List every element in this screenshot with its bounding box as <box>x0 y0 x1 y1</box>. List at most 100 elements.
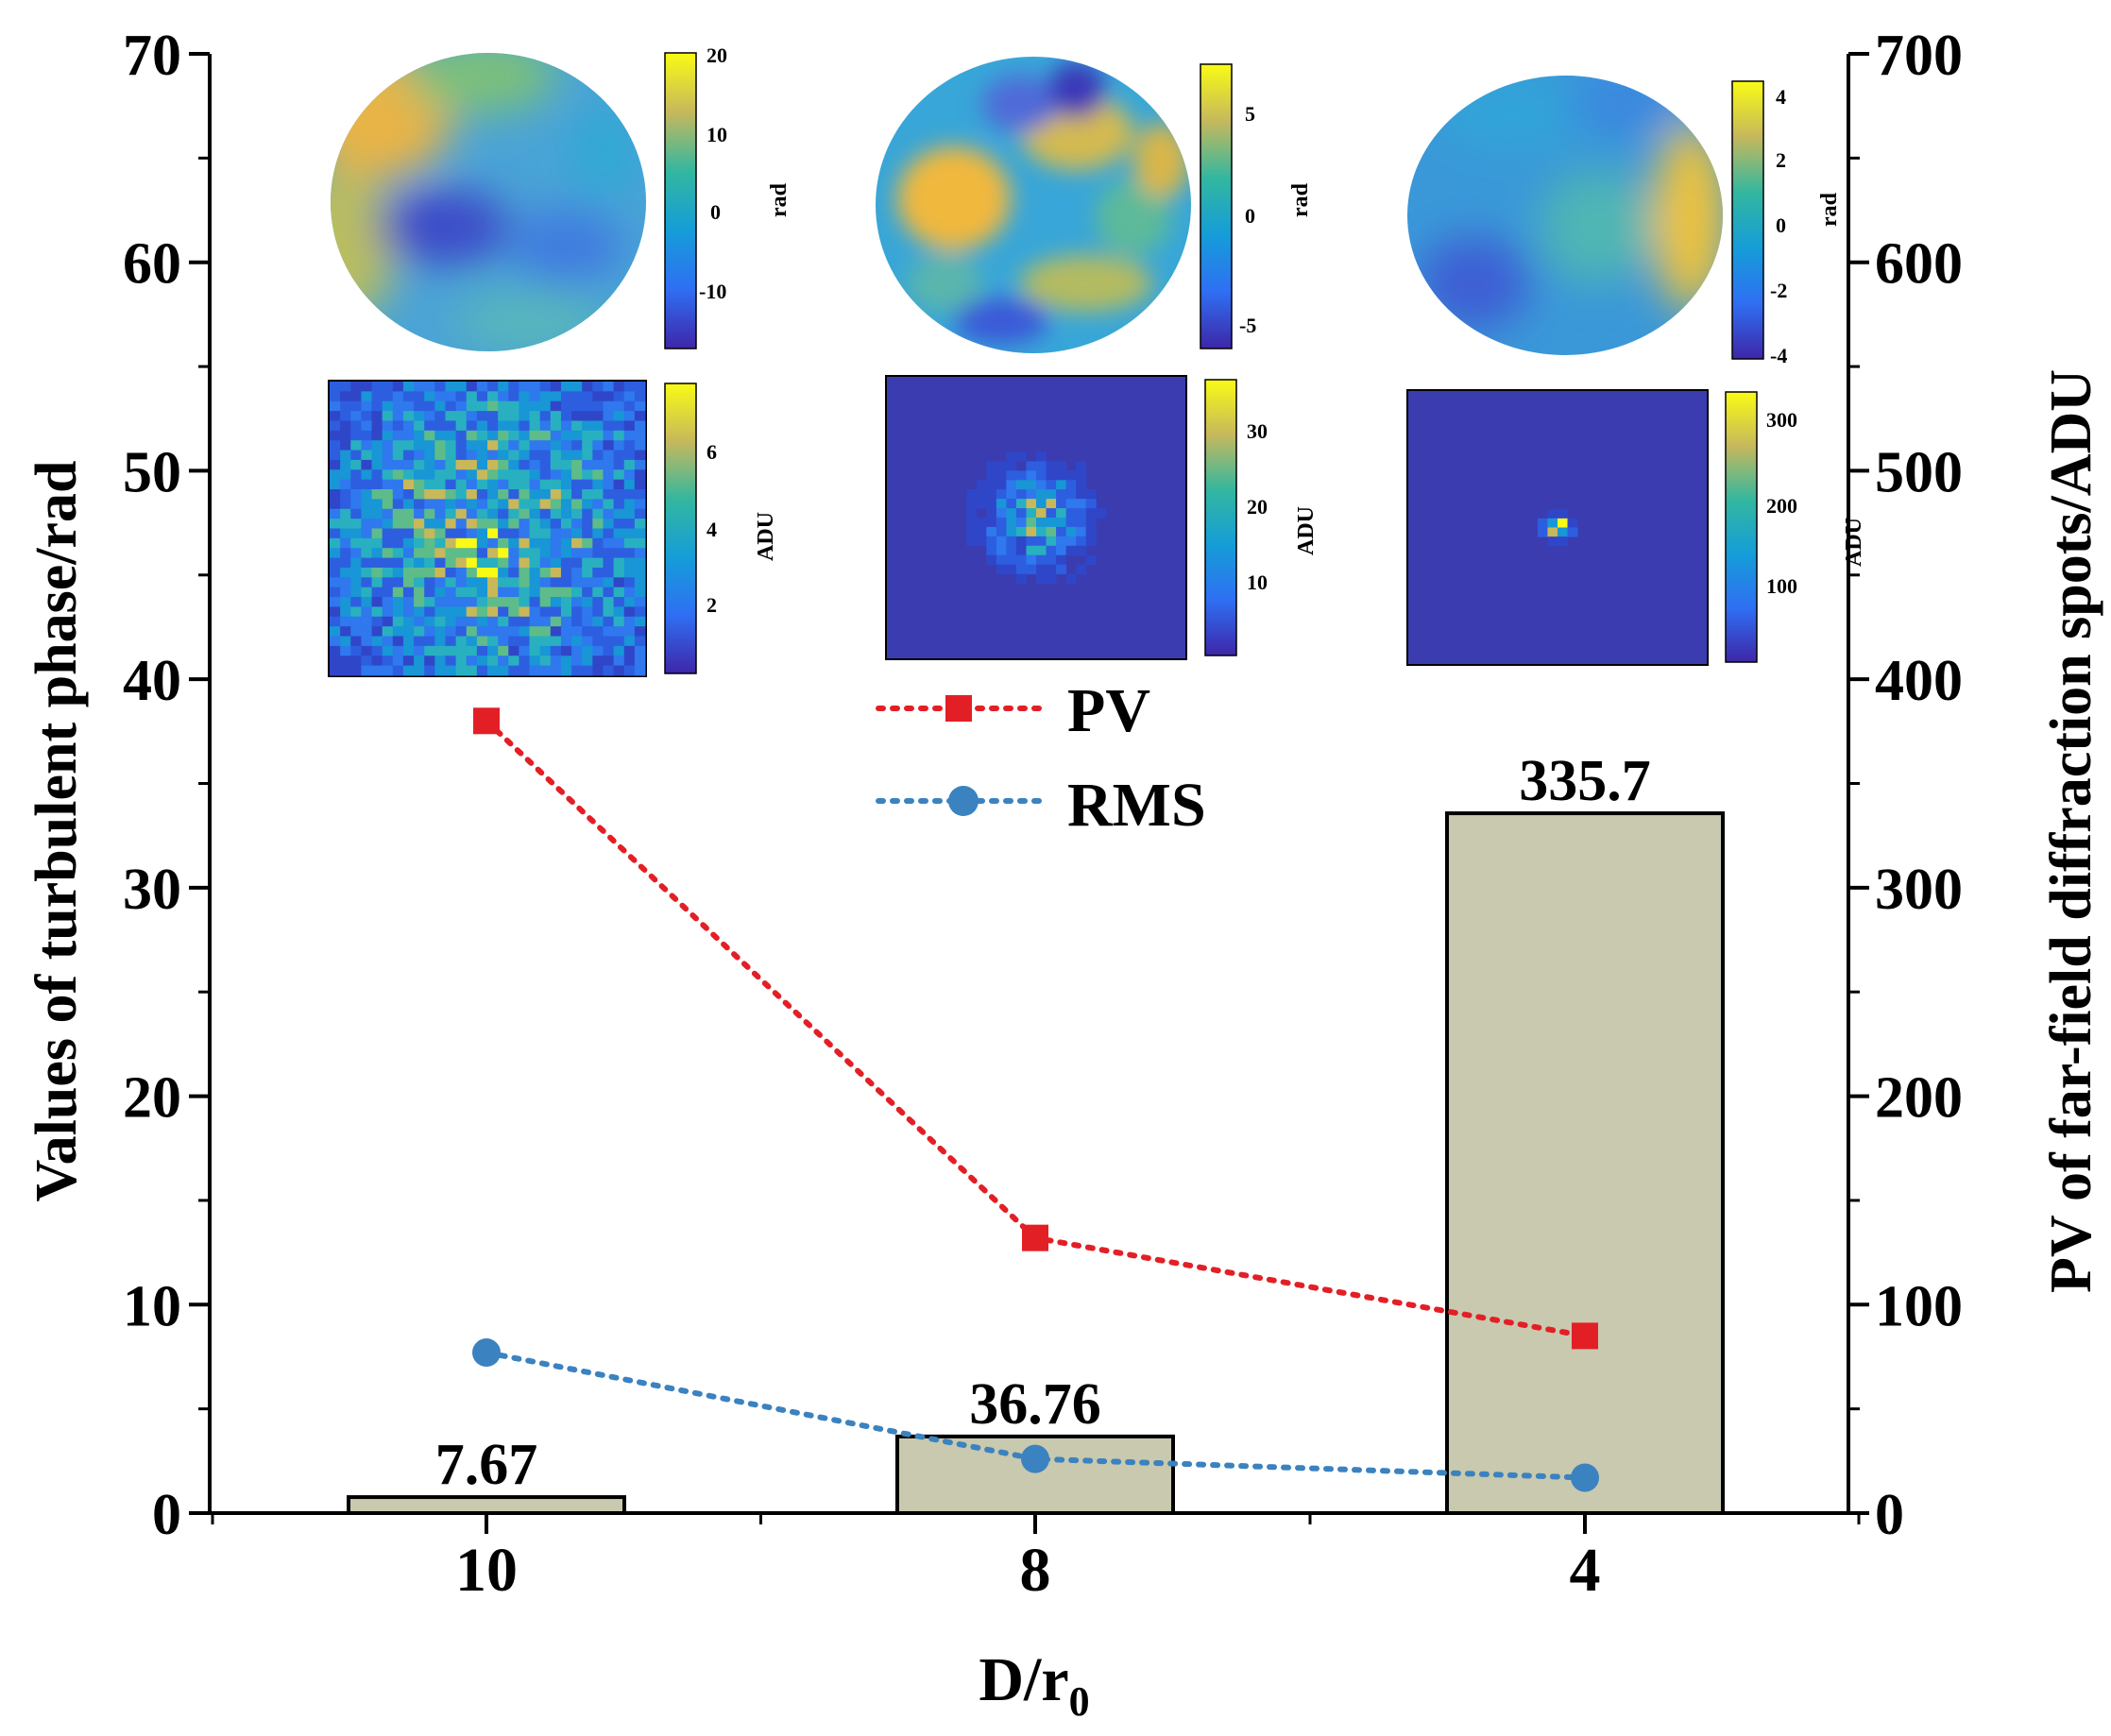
speckle-pixel <box>976 526 987 537</box>
speckle-pixel <box>623 459 636 470</box>
speckle-pixel <box>560 508 572 519</box>
speckle-pixel <box>392 519 404 529</box>
speckle-pixel <box>519 606 531 618</box>
speckle-pixel <box>634 645 646 656</box>
speckle-pixel <box>434 626 446 638</box>
speckle-pixel <box>1006 536 1017 547</box>
speckle-pixel <box>466 567 478 578</box>
speckle-pixel <box>560 616 572 627</box>
speckle-pixel <box>371 519 383 529</box>
speckle-pixel <box>560 665 572 676</box>
y-axis-left-title: Values of turbulent phase/rad <box>25 461 89 1202</box>
speckle-pixel <box>340 665 351 676</box>
speckle-pixel <box>445 655 457 667</box>
speckle-pixel <box>392 420 404 432</box>
cb3-tick-0: 4 <box>1776 85 1786 109</box>
speckle-pixel <box>1015 564 1027 575</box>
speckle-pixel <box>402 655 415 667</box>
speckle-pixel <box>382 636 394 647</box>
speckle-pixel <box>560 382 572 392</box>
speckle-pixel <box>582 411 593 421</box>
speckle-pixel <box>371 508 383 519</box>
speckle-pixel <box>560 567 572 578</box>
speckle-pixel <box>603 597 615 607</box>
speckle-pixel <box>592 400 604 412</box>
speckle-pixel <box>592 411 604 421</box>
speckle-pixel <box>1537 518 1548 528</box>
speckle-pixel <box>560 499 572 510</box>
speckle-pixel <box>1015 526 1027 537</box>
speckle-pixel <box>424 537 435 549</box>
speckle-pixel <box>402 459 415 470</box>
speckle-pixel <box>434 382 446 392</box>
speckle-pixel <box>424 459 435 470</box>
speckle-pixel <box>455 411 468 421</box>
speckle-pixel <box>392 382 404 392</box>
speckle-pixel <box>634 519 646 529</box>
speckle-pixel <box>592 645 604 656</box>
speckle-pixel <box>476 548 488 559</box>
speckle-pixel <box>350 469 362 481</box>
speckle-pixel <box>1046 545 1057 556</box>
speckle-pixel <box>1065 518 1077 528</box>
speckle-pixel <box>623 577 636 588</box>
point-rms-10 <box>472 1338 501 1368</box>
speckle-pixel <box>330 606 341 618</box>
speckle-pixel <box>539 567 552 578</box>
phase-colorbar-3 <box>1731 80 1764 360</box>
speckle-pixel <box>634 655 646 667</box>
speckle-pixel <box>487 420 499 432</box>
speckle-pixel <box>466 616 478 627</box>
speckle-pixel <box>466 626 478 638</box>
scb1-tick-0: 6 <box>707 440 717 464</box>
speckle-pixel <box>508 508 519 519</box>
point-rms-4 <box>1571 1463 1599 1492</box>
speckle-pixel <box>976 518 987 528</box>
speckle-pixel <box>455 489 468 500</box>
y-left-tick-label-40: 40 <box>123 649 181 713</box>
speckle-pixel <box>582 655 593 667</box>
speckle-pixel <box>402 469 415 481</box>
speckle-pixel <box>487 391 499 402</box>
speckle-pixel <box>539 430 552 441</box>
speckle-pixel <box>539 469 552 481</box>
speckle-pixel <box>382 391 394 402</box>
speckle-pixel <box>361 519 373 529</box>
speckle-pixel <box>340 459 351 470</box>
speckle-pixel <box>986 499 997 509</box>
speckle-pixel <box>498 537 509 549</box>
speckle-pixel <box>571 626 583 638</box>
speckle-pixel <box>519 400 531 412</box>
speckle-pixel <box>424 391 435 402</box>
speckle-pixel <box>1026 489 1037 500</box>
speckle-pixel <box>623 616 636 627</box>
speckle-pixel <box>571 597 583 607</box>
speckle-pixel <box>539 400 552 412</box>
cb1-tick-0: 20 <box>707 43 727 67</box>
speckle-pixel <box>508 489 519 500</box>
speckle-pixel <box>986 508 997 519</box>
speckle-pixel <box>1006 545 1017 556</box>
speckle-pixel <box>350 616 362 627</box>
speckle-pixel <box>466 645 478 656</box>
speckle-pixel <box>350 655 362 667</box>
speckle-pixel <box>1006 518 1017 528</box>
speckle-pixel <box>634 499 646 510</box>
speckle-pixel <box>424 636 435 647</box>
speckle-pixel <box>539 587 552 598</box>
speckle-pixel <box>476 606 488 618</box>
speckle-pixel <box>445 382 457 392</box>
speckle-pixel <box>508 459 519 470</box>
speckle-pixel <box>613 489 625 500</box>
speckle-pixel <box>392 440 404 451</box>
speckle-pixel <box>350 606 362 618</box>
y-right-tick-label-600: 600 <box>1875 232 1963 297</box>
speckle-pixel <box>414 499 425 510</box>
speckle-pixel <box>445 626 457 638</box>
speckle-pixel <box>498 587 509 598</box>
speckle-pixel <box>613 557 625 569</box>
speckle-pixel <box>445 645 457 656</box>
speckle-pixel <box>392 606 404 618</box>
speckle-pixel <box>592 548 604 559</box>
